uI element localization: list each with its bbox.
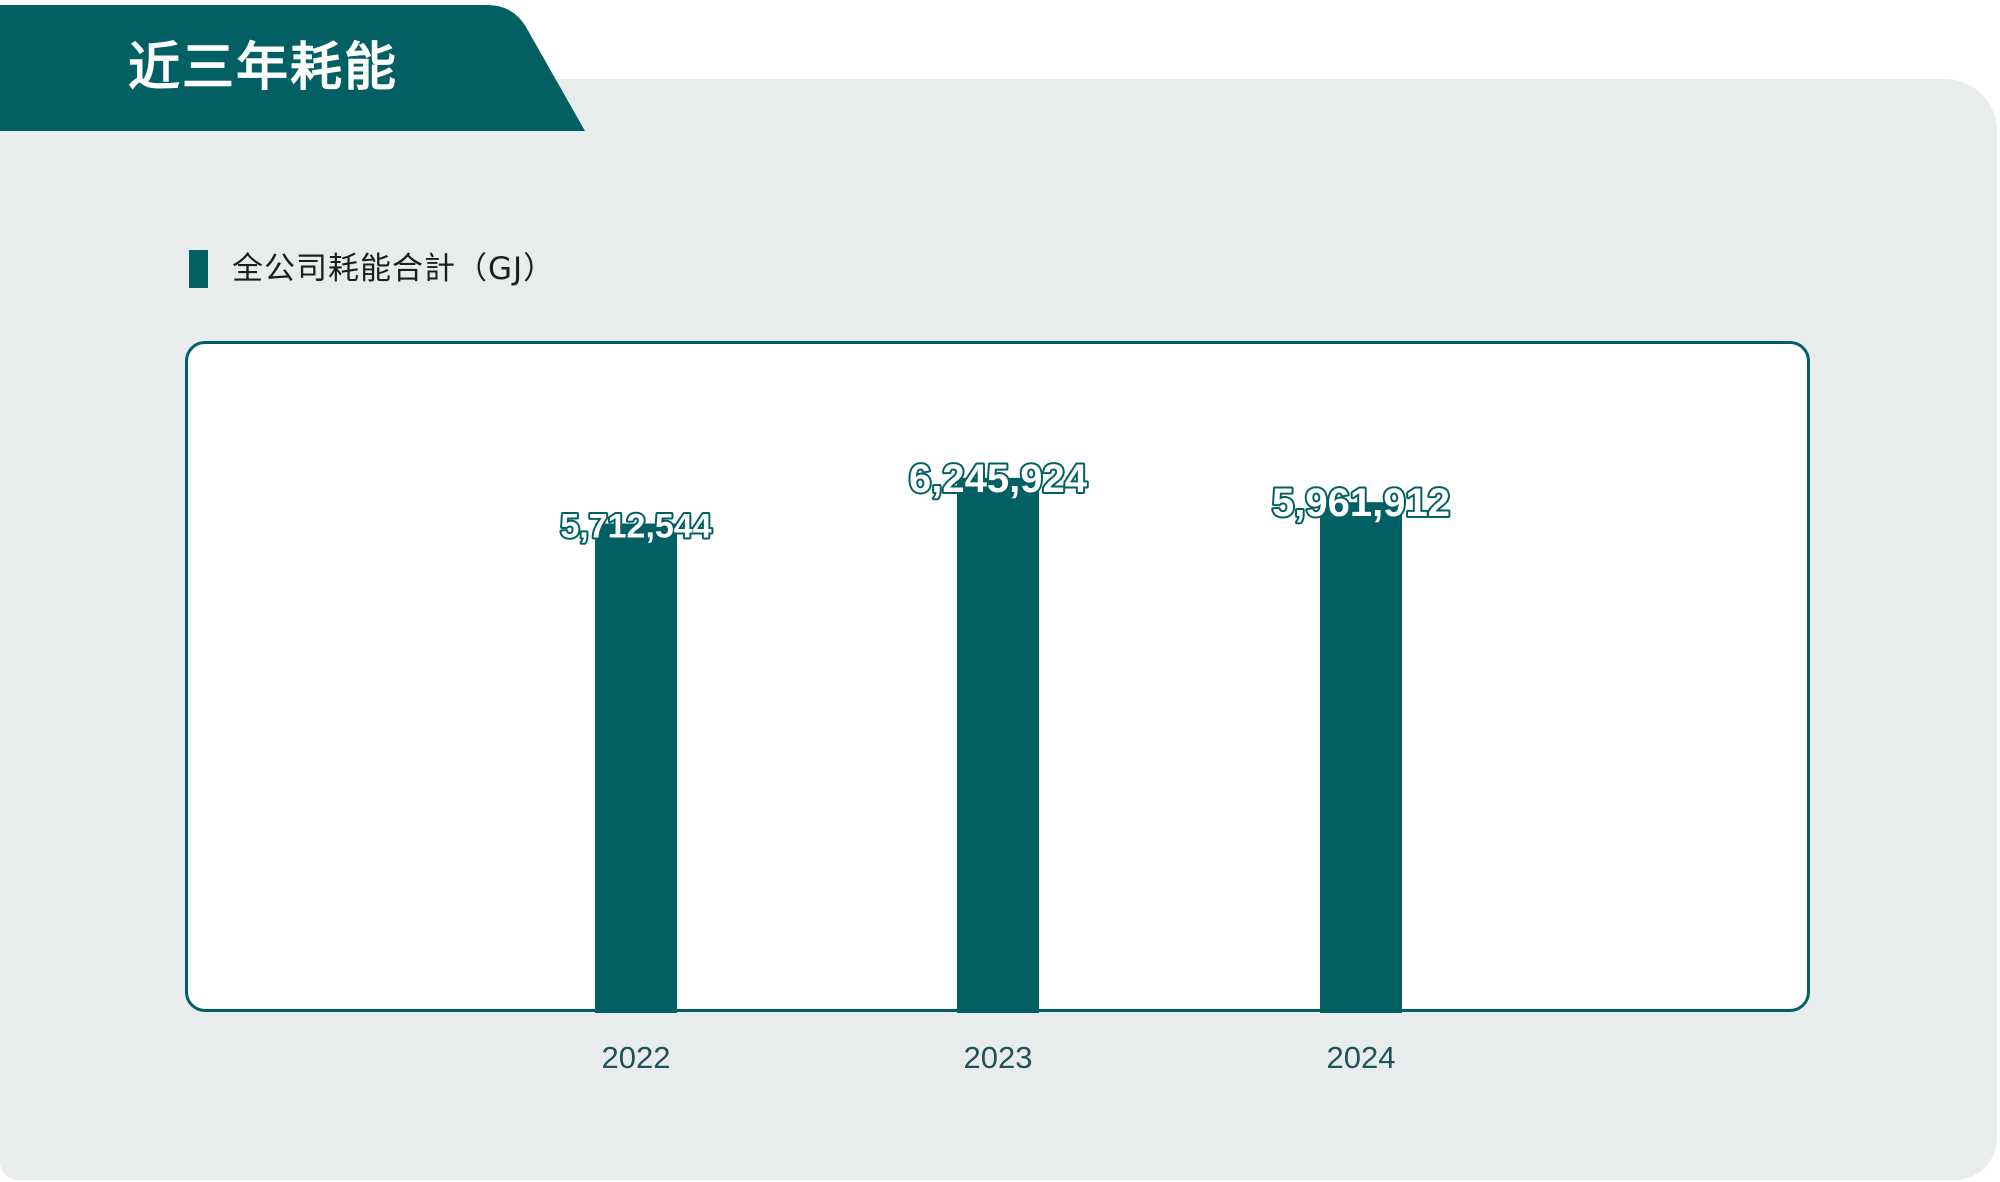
- x-tick-label-2023: 2023: [964, 1040, 1033, 1075]
- title-tab: [0, 5, 585, 131]
- x-tick-label-2022: 2022: [602, 1040, 671, 1075]
- bar-2023: [957, 477, 1039, 1013]
- bar-2024: [1320, 502, 1402, 1013]
- page-title: 近三年耗能: [128, 38, 399, 98]
- data-label-2023: 6,245,924: [909, 457, 1088, 501]
- data-label-2024: 5,961,912: [1272, 481, 1450, 525]
- x-tick-label-2024: 2024: [1327, 1040, 1396, 1075]
- bar-2022: [595, 523, 677, 1013]
- chart-subtitle: 全公司耗能合計（GJ）: [232, 251, 556, 287]
- data-label-2022: 5,712,544: [560, 508, 711, 546]
- subtitle-marker: [189, 250, 208, 288]
